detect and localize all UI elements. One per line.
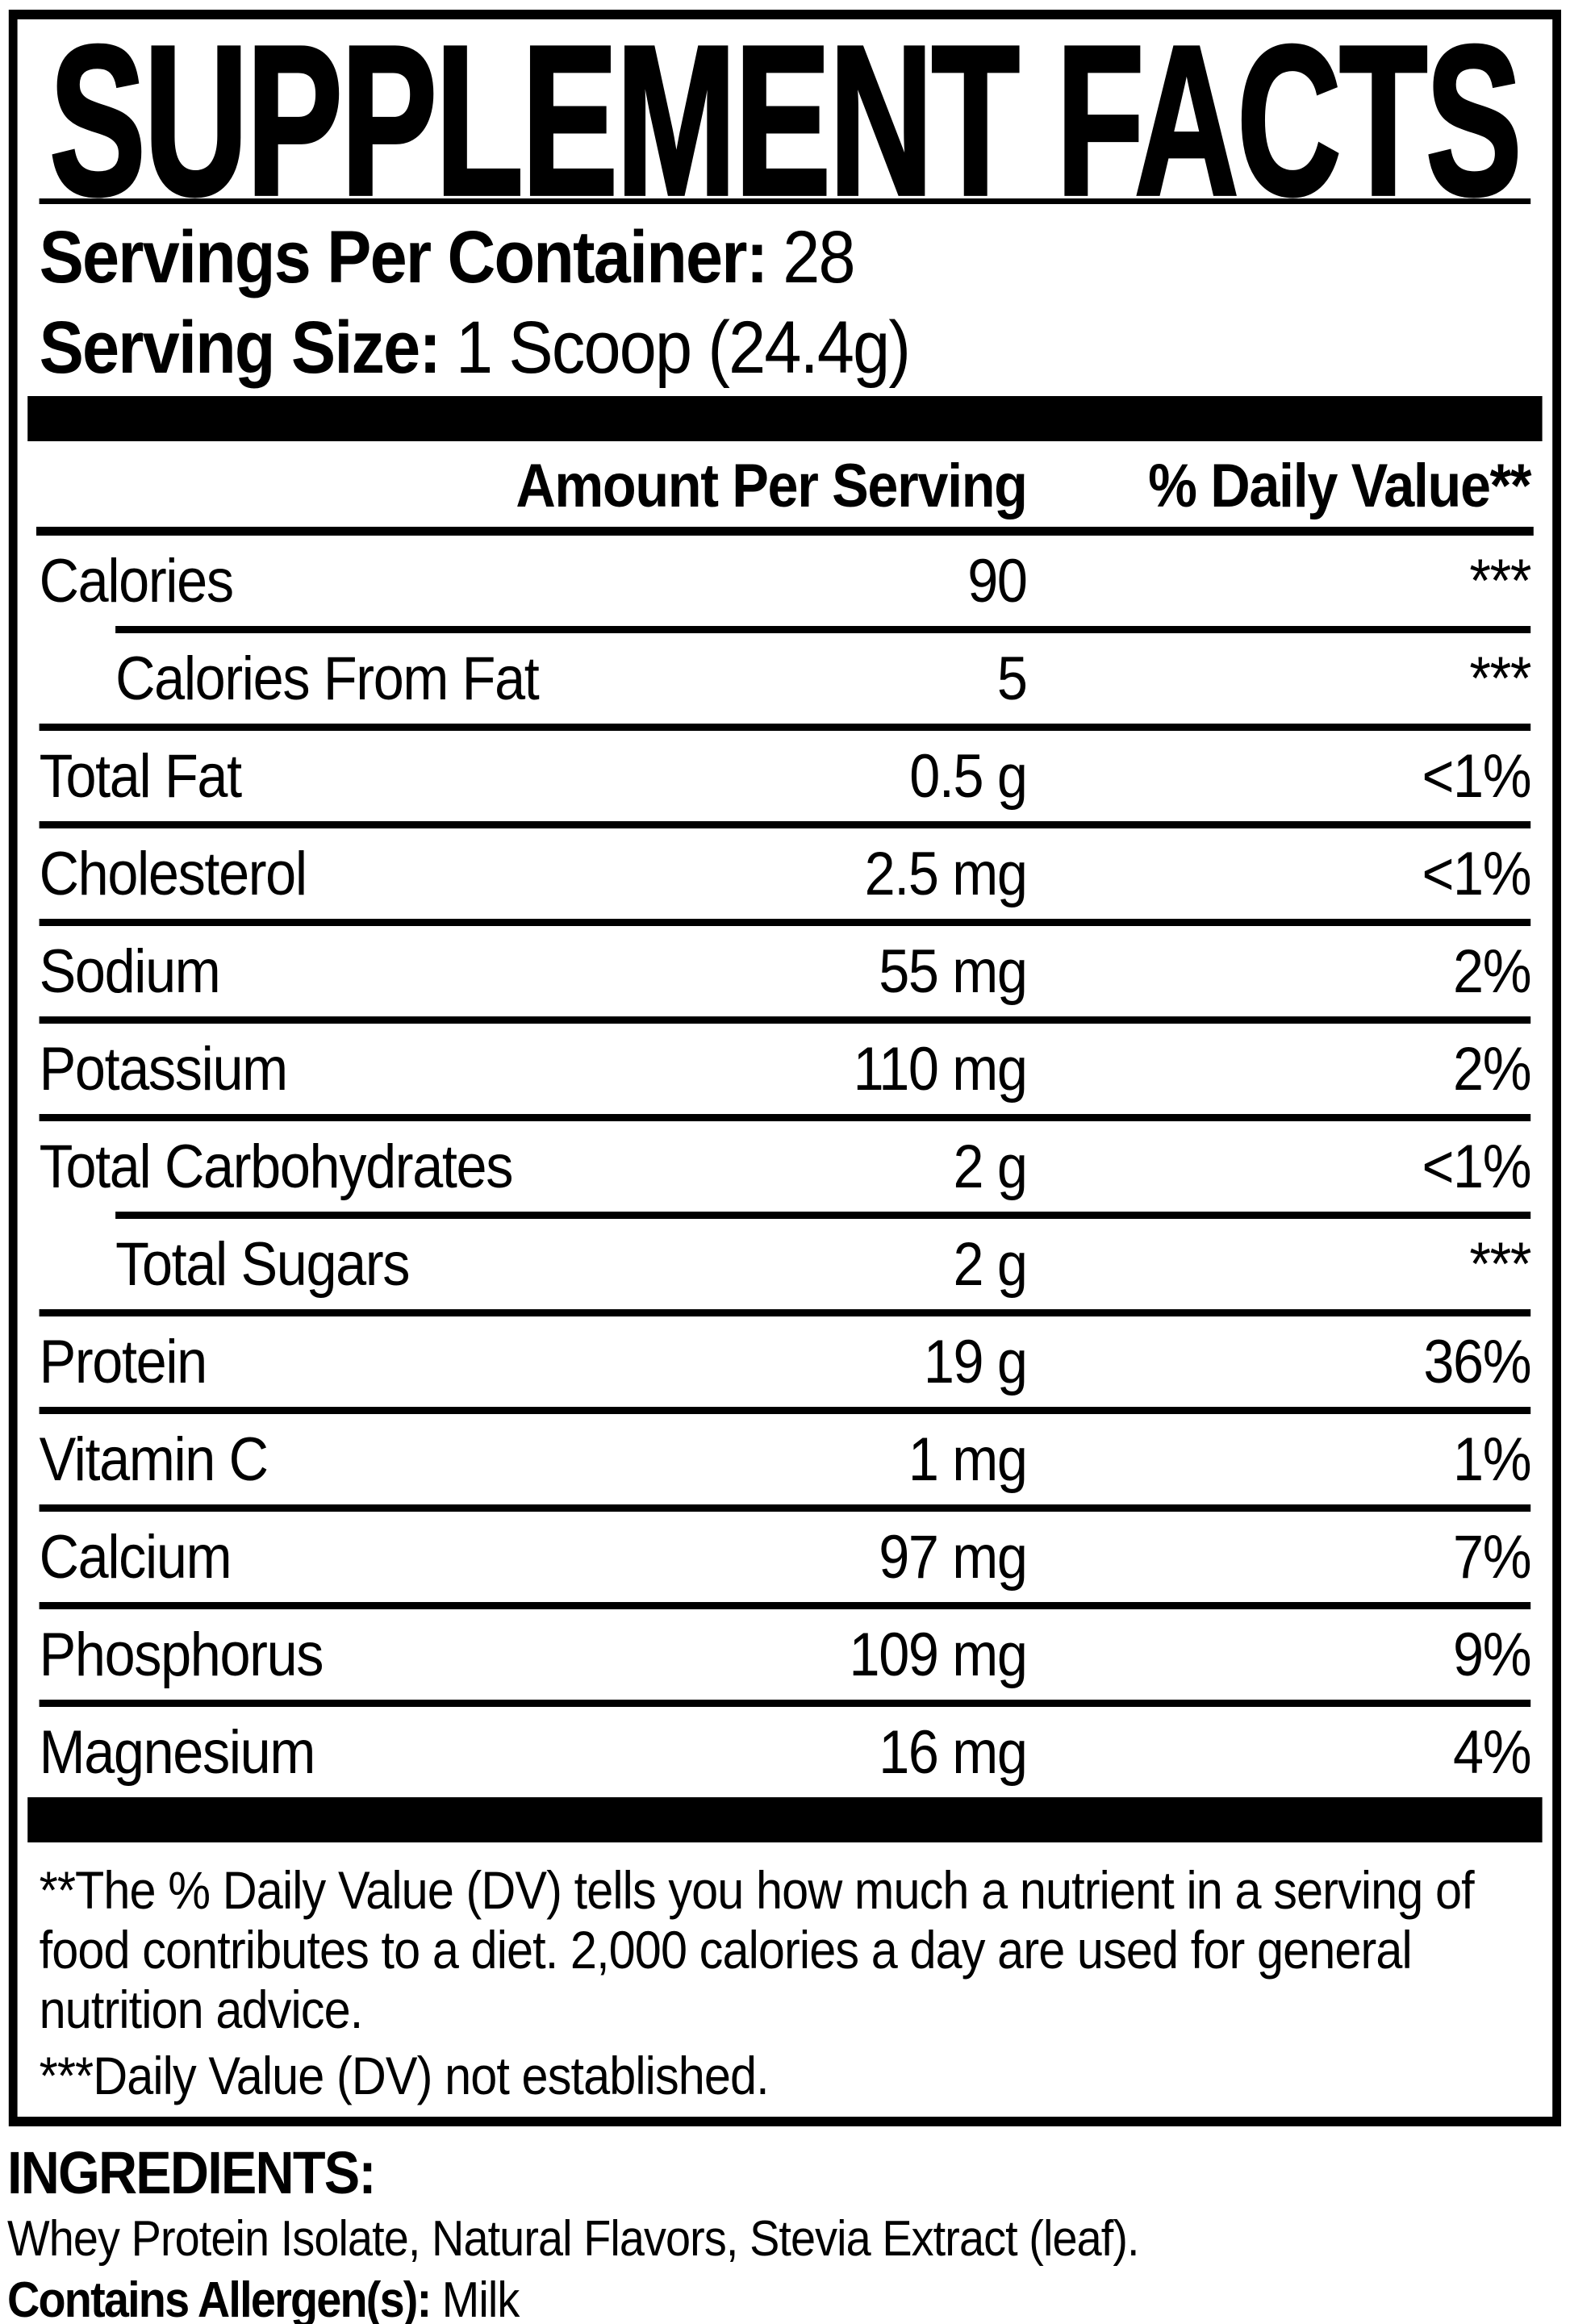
nutrient-amount: 2 g	[953, 1229, 1028, 1299]
nutrient-name: Potassium	[39, 1034, 289, 1104]
row-divider	[39, 1602, 1531, 1609]
servings-per-container-line: Servings Per Container: 28	[40, 212, 1531, 302]
allergen-label: Contains Allergen(s):	[7, 2272, 432, 2324]
nutrient-daily-value: ***	[1469, 644, 1531, 713]
nutrient-name: Total Carbohydrates	[39, 1132, 514, 1201]
nutrient-name: Calcium	[39, 1522, 232, 1592]
nutrient-row: Total Sugars 2 g ***	[40, 1219, 1531, 1309]
nutrient-row: Total Carbohydrates 2 g <1%	[39, 1121, 1532, 1212]
nutrient-table: Calories 90 *** Calories From Fat 5 *** Total …	[39, 536, 1532, 1797]
nutrient-row: Cholesterol 2.5 mg <1%	[39, 828, 1532, 919]
row-divider	[39, 1114, 1531, 1121]
not-established-footnote: ***Daily Value (DV) not established.	[39, 2046, 770, 2105]
nutrient-amount: 1 mg	[908, 1425, 1028, 1494]
allergen-value: Milk	[441, 2272, 520, 2324]
nutrient-row: Sodium 55 mg 2%	[39, 926, 1532, 1016]
nutrient-amount: 19 g	[923, 1327, 1028, 1396]
ingredients-heading: INGREDIENTS:	[7, 2139, 377, 2206]
nutrient-daily-value: 4%	[1453, 1717, 1532, 1787]
nutrient-daily-value: 9%	[1453, 1620, 1532, 1689]
nutrient-row: Magnesium 16 mg 4%	[39, 1707, 1532, 1797]
nutrient-name: Vitamin C	[39, 1425, 269, 1494]
nutrient-name: Cholesterol	[39, 839, 307, 908]
nutrient-name: Phosphorus	[39, 1620, 324, 1689]
nutrient-row: Potassium 110 mg 2%	[39, 1024, 1532, 1114]
serving-size-line: Serving Size: 1 Scoop (24.4g)	[40, 302, 1531, 393]
serving-info: Servings Per Container: 28 Serving Size:…	[40, 204, 1531, 393]
nutrient-amount: 0.5 g	[909, 741, 1028, 811]
nutrient-daily-value: <1%	[1422, 1132, 1531, 1201]
nutrient-row: Total Fat 0.5 g <1%	[39, 731, 1532, 821]
row-divider	[39, 1407, 1531, 1414]
nutrient-name: Magnesium	[39, 1717, 316, 1787]
top-black-bar	[27, 396, 1543, 441]
nutrient-amount: 16 mg	[879, 1717, 1028, 1787]
daily-value-header: % Daily Value**	[1148, 452, 1531, 520]
row-divider	[39, 919, 1531, 926]
supplement-facts-panel: SUPPLEMENT FACTS Servings Per Container:…	[8, 1, 1561, 2126]
nutrient-name: Total Fat	[39, 741, 243, 811]
nutrient-name: Total Sugars	[115, 1229, 410, 1299]
ingredients-section: INGREDIENTS: Whey Protein Isolate, Natur…	[7, 2141, 1560, 2324]
nutrient-row: Vitamin C 1 mg 1%	[39, 1414, 1532, 1504]
ingredients-list: Whey Protein Isolate, Natural Flavors, S…	[7, 2211, 1140, 2267]
nutrient-daily-value: 36%	[1423, 1327, 1531, 1396]
table-header-row: Amount Per Serving % Daily Value**	[40, 441, 1531, 527]
nutrient-amount: 55 mg	[879, 937, 1028, 1006]
nutrient-name: Protein	[39, 1327, 208, 1396]
servings-per-container-label: Servings Per Container:	[39, 215, 769, 298]
nutrient-daily-value: 1%	[1453, 1425, 1532, 1494]
label-canvas: SUPPLEMENT FACTS Servings Per Container:…	[0, 10, 1570, 2324]
nutrient-amount: 90	[967, 546, 1028, 615]
nutrient-row: Calories From Fat 5 ***	[40, 633, 1531, 724]
title-divider	[39, 198, 1531, 204]
nutrient-daily-value: ***	[1469, 546, 1531, 615]
nutrient-name: Calories From Fat	[115, 644, 540, 713]
row-divider	[39, 821, 1531, 828]
row-divider	[39, 1700, 1531, 1707]
nutrient-name: Calories	[39, 546, 234, 615]
nutrient-row: Phosphorus 109 mg 9%	[39, 1609, 1532, 1700]
row-divider	[115, 1212, 1531, 1219]
nutrient-amount: 97 mg	[879, 1522, 1028, 1592]
amount-per-serving-header: Amount Per Serving	[516, 452, 1028, 520]
nutrient-row: Calcium 97 mg 7%	[39, 1512, 1532, 1602]
nutrient-name: Sodium	[39, 937, 221, 1006]
nutrient-row: Calories 90 ***	[39, 536, 1532, 626]
panel-title: SUPPLEMENT FACTS	[48, 1, 1523, 240]
footnotes: **The % Daily Value (DV) tells you how m…	[40, 1842, 1531, 2105]
daily-value-footnote: **The % Daily Value (DV) tells you how m…	[39, 1860, 1475, 2039]
allergen-line: Contains Allergen(s): Milk	[7, 2275, 1560, 2324]
serving-size-value: 1 Scoop (24.4g)	[455, 306, 911, 389]
nutrient-daily-value: ***	[1469, 1229, 1531, 1299]
nutrient-amount: 5	[996, 644, 1028, 713]
row-divider	[39, 1504, 1531, 1512]
row-divider	[115, 626, 1531, 633]
row-divider	[39, 724, 1531, 731]
panel-title-wrap: SUPPLEMENT FACTS	[40, 1, 1531, 240]
bottom-black-bar	[27, 1797, 1543, 1842]
nutrient-daily-value: 2%	[1453, 937, 1532, 1006]
nutrient-amount: 110 mg	[853, 1034, 1028, 1104]
header-divider	[36, 527, 1534, 536]
serving-size-label: Serving Size:	[39, 306, 441, 389]
row-divider	[39, 1309, 1531, 1316]
nutrient-amount: 2 g	[953, 1132, 1028, 1201]
nutrient-amount: 2.5 mg	[864, 839, 1028, 908]
nutrient-daily-value: <1%	[1422, 741, 1531, 811]
servings-per-container-value: 28	[783, 215, 855, 298]
nutrient-daily-value: 7%	[1453, 1522, 1532, 1592]
nutrient-daily-value: <1%	[1422, 839, 1531, 908]
nutrient-row: Protein 19 g 36%	[39, 1316, 1532, 1407]
row-divider	[39, 1016, 1531, 1024]
nutrient-amount: 109 mg	[849, 1620, 1028, 1689]
nutrient-daily-value: 2%	[1453, 1034, 1532, 1104]
